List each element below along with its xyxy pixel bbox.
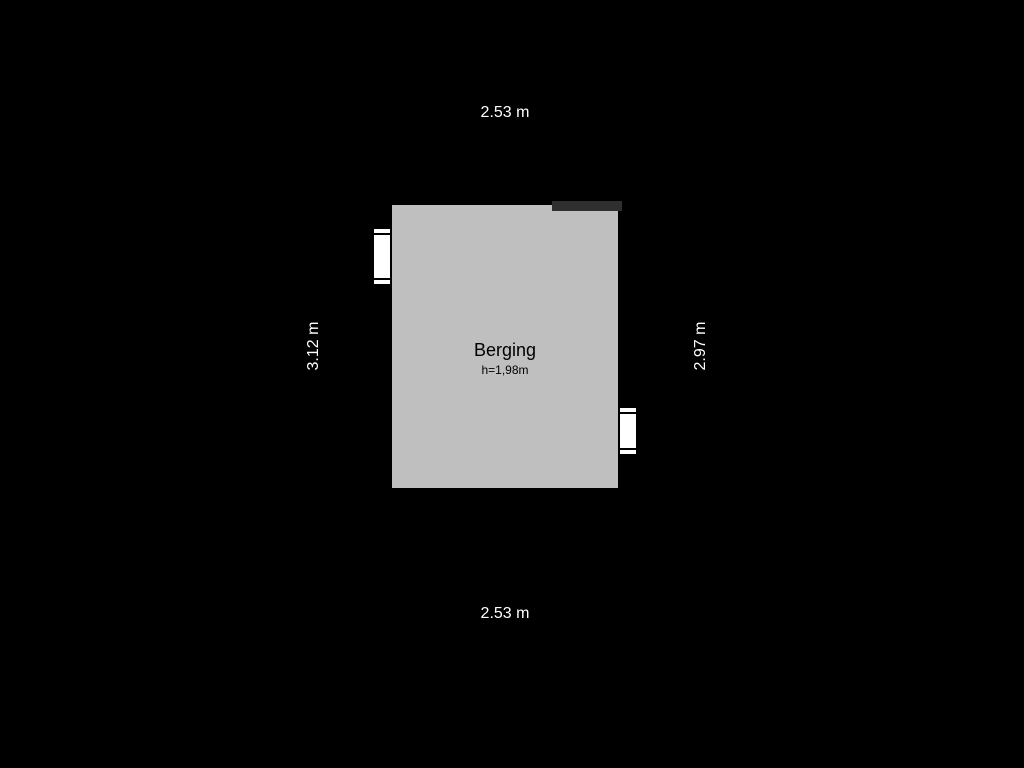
dimension-right: 2.97 m — [692, 322, 710, 371]
room-subtitle: h=1,98m — [392, 363, 618, 377]
window-right — [620, 408, 636, 454]
window-left — [374, 229, 390, 284]
room-name: Berging — [392, 340, 618, 361]
room-label-block: Berging h=1,98m — [392, 340, 618, 377]
door-slab — [552, 201, 622, 211]
dimension-bottom: 2.53 m — [481, 605, 530, 623]
dimension-top: 2.53 m — [481, 104, 530, 122]
floorplan-stage: Berging h=1,98m 2.53 m 2.53 m 3.12 m 2.9… — [0, 0, 1024, 768]
room-berging: Berging h=1,98m — [384, 197, 626, 496]
dimension-left: 3.12 m — [305, 322, 323, 371]
